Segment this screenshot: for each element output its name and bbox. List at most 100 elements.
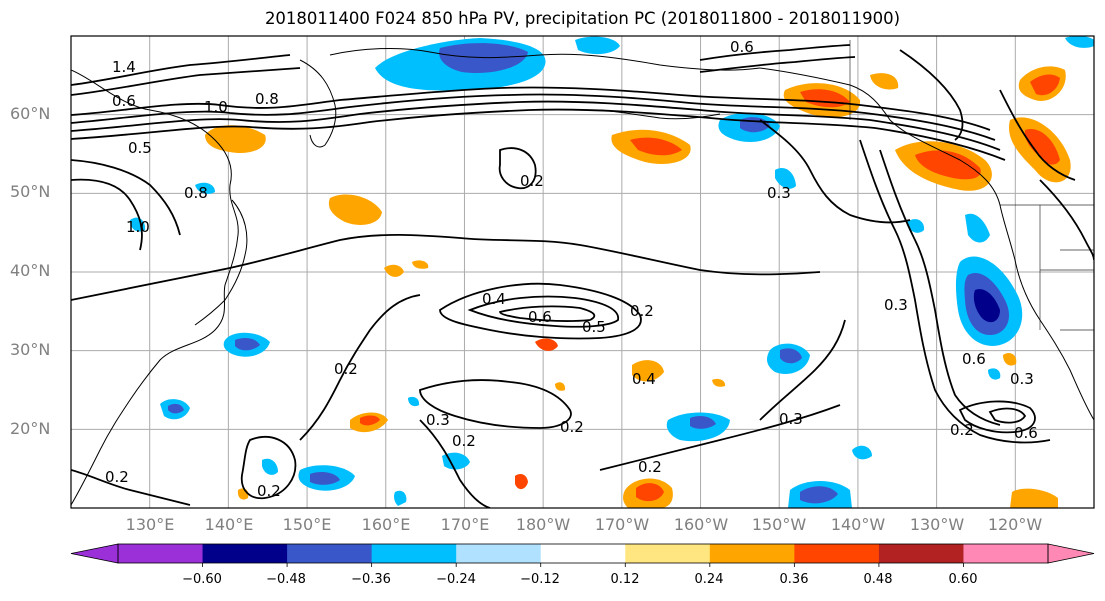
lon-label: 150°E (282, 515, 332, 534)
precip-negative-region (1065, 36, 1094, 48)
lon-label: 150°W (751, 515, 807, 534)
precip-negative-region (907, 219, 925, 233)
colorbar-tick-label: 0.36 (779, 572, 809, 587)
pv-contour (419, 379, 572, 429)
contour-label: 0.2 (452, 432, 476, 450)
contour-label: 0.2 (950, 421, 974, 439)
pv-contour-jet (71, 86, 991, 131)
precip-negative-core (310, 472, 340, 485)
pv-contour-subtropical (71, 233, 821, 301)
pv-contour-ring (499, 305, 596, 322)
contour-label: 0.3 (426, 411, 450, 429)
pv-contour-ring (439, 282, 642, 340)
alaska-coastline (759, 67, 1094, 421)
pv-contour (599, 404, 841, 471)
pv-contour (71, 178, 143, 251)
lon-label: 140°E (204, 515, 254, 534)
contour-label: 0.2 (334, 360, 358, 378)
precip-positive-region (535, 338, 558, 351)
lat-label-50n: 50°N (10, 182, 51, 201)
colorbar (70, 543, 1095, 567)
lon-label: 130°E (125, 515, 175, 534)
colorbar-swatch (794, 544, 880, 563)
lat-label-40n: 40°N (10, 261, 51, 280)
precip-positive-core (915, 150, 981, 180)
contour-label: 0.6 (962, 350, 986, 368)
colorbar-swatch (963, 544, 1049, 563)
contour-label: 0.5 (128, 139, 152, 157)
contour-label: 1.4 (112, 58, 136, 76)
pv-contour (958, 400, 1036, 434)
pv-contour-jet (71, 93, 996, 141)
precip-negative-region (575, 36, 620, 55)
colorbar-tick-label: −0.48 (266, 572, 306, 587)
colorbar-tick-label: 0.60 (948, 572, 978, 587)
precip-negative-peak (973, 289, 1000, 323)
precip-negative-core (800, 486, 838, 504)
contour-label: 0.6 (730, 38, 754, 56)
political-borders (849, 40, 1094, 331)
precip-positive-core (1030, 74, 1060, 96)
japan-coastline (194, 199, 248, 326)
contour-label: 1.0 (126, 218, 150, 236)
lon-label: 170°W (594, 515, 650, 534)
precip-negative-core (235, 337, 260, 351)
colorbar-swatch (118, 544, 204, 563)
precip-positive-core (636, 483, 664, 502)
precip-negative-region (852, 445, 872, 460)
pv-contour (999, 89, 1076, 181)
lon-label: 140°W (830, 515, 886, 534)
precip-negative-region (988, 368, 1001, 380)
lon-label: 130°W (909, 515, 965, 534)
precip-positive-region (515, 474, 528, 490)
lat-label-60n: 60°N (10, 104, 51, 123)
lon-label: 170°E (440, 515, 490, 534)
pv-contour (879, 149, 1001, 426)
precip-positive-region (1010, 488, 1058, 508)
colorbar-max-extension (1047, 543, 1095, 564)
pv-contour (899, 49, 964, 141)
colorbar-frame (117, 543, 1049, 564)
lon-label: 160°W (673, 515, 729, 534)
colorbar-swatch (878, 544, 964, 563)
contour-label: 0.6 (528, 308, 552, 326)
contour-labels: 1.4 0.6 1.0 0.8 0.5 0.8 1.0 0.2 0.4 0.6 … (105, 38, 1038, 500)
colorbar-swatch (287, 544, 373, 563)
pv-contour-subtropical (299, 294, 421, 441)
contour-label: 0.2 (630, 302, 654, 320)
precip-negative-region (442, 452, 470, 470)
precip-negative-region (775, 167, 796, 189)
precip-positive-region (555, 382, 566, 391)
precip-positive-core (1024, 129, 1060, 165)
colorbar-tick-label: 0.48 (863, 572, 893, 587)
precip-positive-region (712, 378, 726, 387)
colorbar-swatch (202, 544, 288, 563)
contour-label: 0.8 (184, 184, 208, 202)
precip-negative-core (168, 403, 184, 414)
contour-label: 0.6 (112, 92, 136, 110)
siberia-coastline (329, 47, 761, 71)
contour-label: 0.2 (105, 468, 129, 486)
contour-label: 0.4 (632, 370, 656, 388)
pv-contours (71, 44, 1094, 508)
colorbar-swatch (456, 544, 542, 563)
precip-negative-core (690, 416, 716, 429)
map-title: 2018011400 F024 850 hPa PV, precipitatio… (264, 9, 901, 28)
lon-label: 120°W (987, 515, 1043, 534)
precip-negative-region (394, 490, 407, 506)
colorbar-swatch (709, 544, 795, 563)
pv-contour-ring (467, 295, 619, 328)
contour-label: 0.8 (255, 90, 279, 108)
pv-contour (859, 139, 1051, 444)
lon-label: 160°E (361, 515, 411, 534)
pv-contour (240, 436, 297, 500)
precip-negative-region (195, 182, 215, 194)
contour-label: 0.5 (582, 318, 606, 336)
pv-contour (759, 119, 911, 224)
pv-contour (1039, 179, 1094, 261)
pv-contour (988, 407, 1027, 424)
pv-contour (71, 159, 181, 236)
map-frame (70, 35, 1095, 509)
precip-negative-region (262, 458, 278, 475)
